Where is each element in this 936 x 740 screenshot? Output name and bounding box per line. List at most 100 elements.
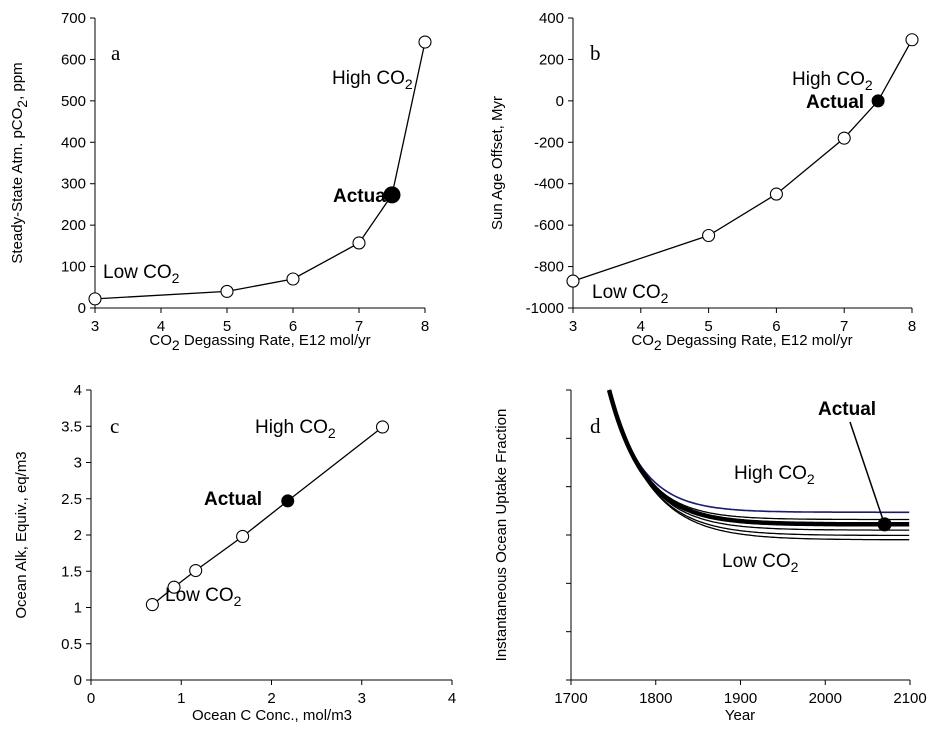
high-co2-annotation-part: 2: [328, 425, 336, 441]
data-point: [167, 580, 181, 594]
y-tick-label: 600: [61, 51, 86, 68]
y-axis-label: Instantaneous Ocean Uptake Fraction: [493, 409, 510, 662]
high-co2-annotation-part: High CO: [792, 69, 865, 90]
panel-letter: c: [110, 414, 119, 438]
y-tick-label: 0.5: [61, 636, 82, 653]
low-co2-annotation-part: 2: [661, 290, 669, 306]
y-tick-label: 500: [61, 93, 86, 110]
actual-annotation: Actual: [333, 186, 391, 207]
low-co2-annotation-part: 2: [791, 559, 799, 575]
y-axis-label-part: , ppm: [9, 62, 26, 100]
y-tick-label: 400: [539, 10, 564, 27]
x-tick-label: 4: [637, 318, 645, 335]
data-point: [220, 284, 234, 298]
low-co2-annotation-part: 2: [172, 270, 180, 286]
high-co2-annotation-part: 2: [865, 77, 873, 93]
y-tick-label: 3.5: [61, 418, 82, 435]
x-axis-label-part: CO: [631, 332, 654, 349]
data-point: [88, 292, 102, 306]
y-axis-label-part: Sun Age Offset, Myr: [489, 96, 506, 230]
y-tick-label: -600: [534, 217, 564, 234]
actual-point: [281, 494, 295, 508]
x-tick-label: 5: [223, 318, 231, 335]
panel-letter: a: [111, 41, 121, 65]
y-tick-label: -800: [534, 259, 564, 276]
x-tick-label: 8: [908, 318, 916, 335]
data-point: [837, 131, 851, 145]
low-co2-annotation-part: Low CO: [103, 262, 172, 283]
y-tick-label: 200: [61, 217, 86, 234]
uptake-curve: [608, 389, 910, 514]
x-axis-label: CO2 Degassing Rate, E12 mol/yr: [631, 332, 852, 353]
data-point: [566, 274, 580, 288]
y-axis-label-part: Ocean Alk, Equiv., eq/m3: [13, 451, 30, 618]
y-tick-label: 1: [74, 600, 82, 617]
x-tick-label: 2: [267, 690, 275, 707]
x-axis-label-part: Ocean C Conc., mol/m3: [192, 707, 352, 724]
high-co2-annotation-part: High CO: [734, 463, 807, 484]
data-point: [352, 236, 366, 250]
low-co2-annotation: Low CO2: [722, 551, 799, 575]
x-axis-label: CO2 Degassing Rate, E12 mol/yr: [149, 332, 370, 353]
y-tick-label: 0: [556, 93, 564, 110]
uptake-curve: [606, 389, 910, 527]
x-tick-label: 3: [91, 318, 99, 335]
low-co2-annotation-part: 2: [234, 593, 242, 609]
y-tick-label: 3: [74, 455, 82, 472]
x-tick-label: 6: [772, 318, 780, 335]
y-axis-label: Ocean Alk, Equiv., eq/m3: [13, 451, 30, 618]
x-axis-label-part: Degassing Rate, E12 mol/yr: [662, 332, 853, 349]
x-axis-label: Year: [725, 707, 755, 724]
x-axis-label-part: 2: [172, 337, 180, 353]
y-tick-label: 0: [78, 300, 86, 317]
high-co2-annotation: High CO2: [734, 463, 815, 487]
x-tick-label: 1800: [639, 690, 672, 707]
y-tick-label: 0: [74, 672, 82, 689]
y-tick-label: 100: [61, 259, 86, 276]
y-axis-label-part: Instantaneous Ocean Uptake Fraction: [493, 409, 510, 662]
low-co2-annotation-part: Low CO: [165, 585, 234, 606]
high-co2-annotation: High CO2: [255, 417, 336, 441]
y-tick-label: 2.5: [61, 491, 82, 508]
low-co2-annotation: Low CO2: [165, 585, 242, 609]
data-point: [236, 529, 250, 544]
series-line: [94, 41, 426, 300]
actual-annotation: Actual: [806, 92, 864, 113]
high-co2-annotation: High CO2: [792, 69, 873, 93]
panel-letter: b: [590, 41, 601, 65]
x-axis-label-part: CO: [149, 332, 172, 349]
y-tick-label: -1000: [526, 300, 564, 317]
x-tick-label: 0: [87, 690, 95, 707]
series-line: [151, 426, 383, 606]
x-tick-label: 6: [289, 318, 297, 335]
data-point: [145, 598, 159, 612]
high-co2-annotation: High CO2: [332, 68, 413, 92]
y-axis-label-part: Steady-State Atm. pCO: [9, 108, 26, 264]
data-point: [769, 187, 783, 201]
y-axis-label: Steady-State Atm. pCO2, ppm: [9, 62, 30, 263]
series-line: [572, 39, 913, 282]
actual-pointer-line: [849, 421, 886, 525]
x-axis-label-part: Degassing Rate, E12 mol/yr: [180, 332, 371, 349]
x-tick-label: 1900: [724, 690, 757, 707]
data-point: [418, 35, 432, 49]
y-tick-label: 300: [61, 176, 86, 193]
x-tick-label: 3: [569, 318, 577, 335]
y-tick-label: -200: [534, 134, 564, 151]
actual-point: [871, 94, 885, 108]
low-co2-annotation: Low CO2: [103, 262, 180, 286]
y-tick-label: 200: [539, 51, 564, 68]
panel-c: 0 0.5 1 1.5 2 2.5 3 3.5 4 0 1 2 3 4 Ocean C Conc., mol…: [13, 382, 456, 724]
panel-letter: d: [590, 414, 601, 438]
y-tick-label: 2: [74, 527, 82, 544]
data-point: [375, 420, 390, 434]
panel-d: 1700 1800 1900 2000 2100 Year Instantaneous Oc…: [493, 389, 927, 724]
y-tick-label: 700: [61, 10, 86, 27]
high-co2-annotation-part: 2: [405, 76, 413, 92]
data-point: [286, 272, 300, 286]
x-tick-label: 5: [704, 318, 712, 335]
actual-point: [383, 186, 401, 204]
data-point: [189, 563, 203, 578]
